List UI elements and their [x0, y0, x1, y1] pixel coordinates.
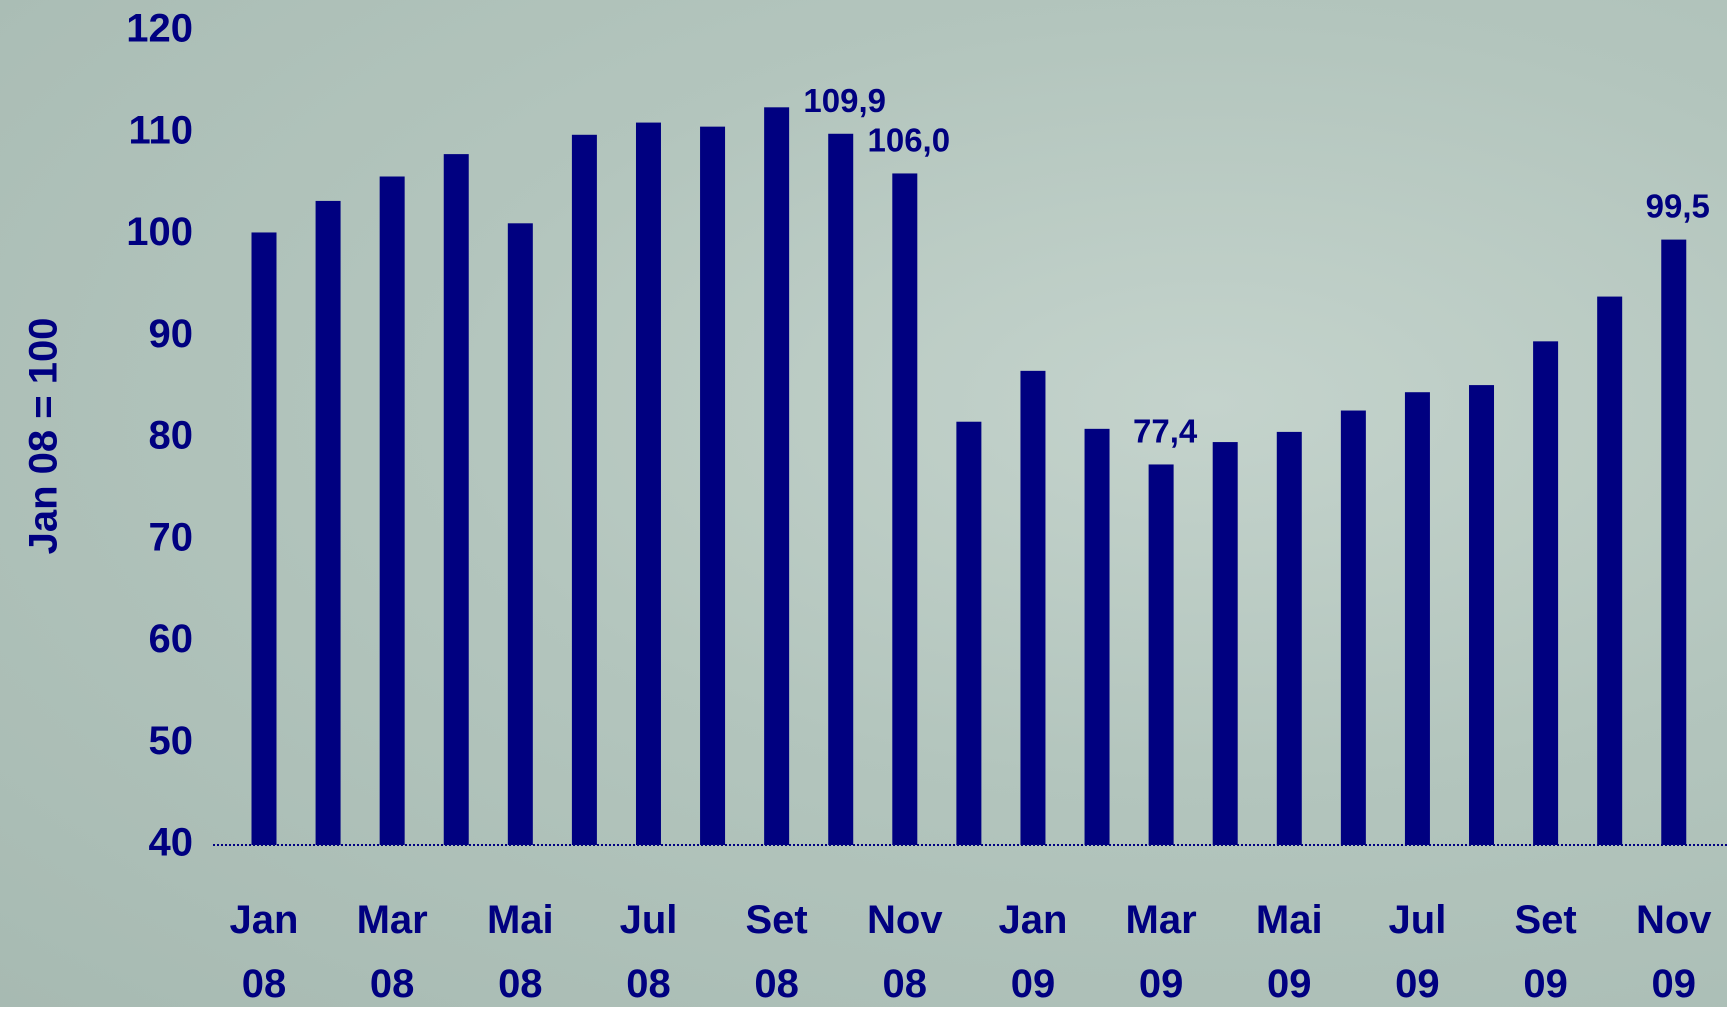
chart: Jan 08 = 100 40 50 60 70 80 90 100 110 120 109,91…: [0, 0, 1727, 1007]
bar: [508, 223, 533, 845]
bar: [444, 154, 469, 845]
bar: [1085, 429, 1110, 845]
x-tick-label: Nov 09: [1636, 888, 1712, 1016]
bar: [316, 201, 341, 845]
bar: [1341, 411, 1366, 845]
bar: [1405, 392, 1430, 845]
y-tick-label: 110: [128, 108, 193, 152]
x-tick-label: Mar 09: [1126, 888, 1197, 1016]
x-tick-label: Jul 08: [620, 888, 678, 1016]
slide: Jan 08 = 100 40 50 60 70 80 90 100 110 120 109,91…: [0, 0, 1727, 1007]
x-tick-label: Jan 09: [998, 888, 1067, 1016]
y-tick-label: 70: [149, 515, 194, 559]
bar: [956, 422, 981, 845]
value-label: 77,4: [1133, 412, 1198, 449]
y-tick-label: 40: [149, 821, 194, 865]
x-tick-label: Mai 09: [1256, 888, 1323, 1016]
bar: [380, 177, 405, 845]
bar: [892, 173, 917, 845]
value-label: 106,0: [868, 121, 951, 158]
x-tick-label: Jan 08: [230, 888, 299, 1016]
x-tick-label: Set 08: [746, 888, 808, 1016]
bar: [764, 107, 789, 845]
y-tick-label: 60: [149, 617, 194, 661]
x-tick-label: Set 09: [1514, 888, 1576, 1016]
y-tick-label: 50: [149, 719, 194, 763]
bar: [1661, 240, 1686, 845]
bar: [1533, 341, 1558, 845]
y-tick-label: 80: [149, 414, 194, 458]
x-tick-label: Nov 08: [867, 888, 943, 1016]
x-tick-label: Mar 08: [357, 888, 428, 1016]
bar: [572, 135, 597, 845]
y-axis-title: Jan 08 = 100: [22, 318, 66, 555]
bar: [252, 232, 277, 845]
y-tick-label: 90: [149, 312, 194, 356]
bar: [1020, 371, 1045, 845]
bar: [636, 123, 661, 845]
bar: [700, 127, 725, 845]
x-tick-label: Jul 09: [1389, 888, 1447, 1016]
bar: [1149, 464, 1174, 845]
y-tick-label: 100: [126, 210, 193, 254]
bar: [1469, 385, 1494, 845]
bar: [828, 134, 853, 845]
value-label: 99,5: [1646, 188, 1710, 225]
x-tick-label: Mai 08: [487, 888, 554, 1016]
bar: [1597, 297, 1622, 845]
value-label: 109,9: [803, 82, 886, 119]
bar: [1277, 432, 1302, 845]
y-tick-label: 120: [126, 7, 193, 51]
bar: [1213, 442, 1238, 845]
